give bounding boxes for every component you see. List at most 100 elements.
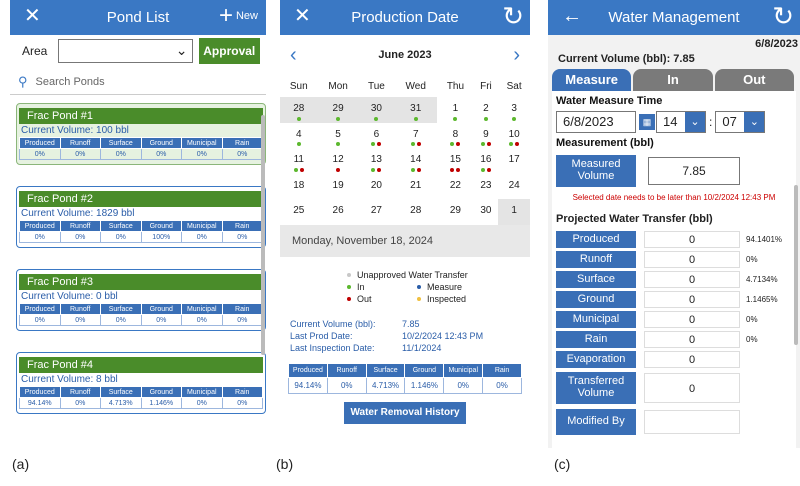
calendar-day[interactable]: 14 — [394, 148, 437, 174]
pond-source-table: Produced Runoff Surface Ground Municipal Rain… — [19, 220, 263, 243]
calendar-day[interactable]: 28 — [280, 97, 318, 123]
calendar-day[interactable]: 2 — [474, 97, 499, 123]
close-icon[interactable]: ✕ — [294, 5, 311, 27]
calendar-day[interactable]: 9 — [474, 123, 499, 149]
scrollbar[interactable] — [794, 185, 798, 345]
scrollbar[interactable] — [261, 115, 265, 355]
calendar-day[interactable]: 28 — [394, 199, 437, 225]
source-button-runoff[interactable]: Runoff — [556, 250, 636, 268]
source-button-surface[interactable]: Surface — [556, 270, 636, 288]
search-icon: ⚲ — [18, 73, 28, 89]
pond-card[interactable]: Frac Pond #4 Current Volume: 8 bbl Produce… — [16, 352, 266, 414]
close-icon[interactable]: ✕ — [24, 5, 41, 27]
calendar-day[interactable]: 29 — [437, 199, 473, 225]
new-button[interactable]: + New — [219, 4, 258, 28]
legend-label: In — [357, 281, 365, 292]
calendar-day[interactable]: 26 — [318, 199, 359, 225]
tab-out[interactable]: Out — [714, 69, 794, 91]
pond-name: Frac Pond #2 — [19, 191, 263, 207]
source-value-input[interactable]: 0 — [644, 250, 740, 268]
calendar-day[interactable]: 24 — [498, 174, 530, 200]
search-input[interactable]: Search Ponds — [35, 75, 105, 88]
source-value-input[interactable]: 0 — [644, 330, 740, 348]
source-button-evaporation[interactable]: Evaporation — [556, 350, 636, 368]
volume-unit: bbl — [104, 374, 118, 385]
source-button-municipal[interactable]: Municipal — [556, 310, 636, 328]
calendar-day[interactable]: 30 — [358, 97, 395, 123]
calendar-day[interactable]: 31 — [394, 97, 438, 123]
calendar-day[interactable]: 8 — [437, 123, 473, 149]
calendar-day[interactable]: 30 — [474, 199, 499, 225]
pond-card[interactable]: Frac Pond #1 Current Volume: 100 bbl Produ… — [16, 103, 266, 165]
status-dot — [413, 116, 418, 121]
table-cell: 0% — [181, 314, 223, 326]
calendar-day[interactable]: 10 — [498, 123, 530, 149]
tab-measure[interactable]: Measure — [552, 69, 632, 91]
source-value-input[interactable]: 0 — [644, 350, 740, 368]
prev-month-icon[interactable]: ‹ — [290, 43, 297, 66]
volume-label: Current Volume: — [21, 208, 97, 219]
header-date: 6/8/2023 — [755, 38, 798, 50]
calendar-day[interactable]: 25 — [280, 199, 318, 225]
source-value-input[interactable]: 0 — [644, 270, 740, 288]
source-value-input[interactable]: 0 — [644, 230, 740, 248]
transferred-volume-input[interactable]: 0 — [644, 373, 740, 403]
measured-volume-input[interactable]: 7.85 — [648, 157, 740, 185]
calendar-day[interactable]: 1 — [498, 199, 530, 225]
pond-card[interactable]: Frac Pond #2 Current Volume: 1829 bbl Prod… — [16, 186, 266, 248]
source-button-ground[interactable]: Ground — [556, 290, 636, 308]
date-picker[interactable]: 6/8/2023 ▦ — [556, 111, 655, 133]
calendar-day[interactable]: 5 — [318, 123, 359, 149]
status-dot — [483, 116, 488, 121]
pond-card[interactable]: Frac Pond #3 Current Volume: 0 bbl Produce… — [16, 269, 266, 331]
transferred-volume-button[interactable]: Transferred Volume — [556, 372, 636, 404]
calendar-day[interactable]: 18 — [280, 174, 318, 200]
modified-by-input[interactable] — [644, 410, 740, 434]
back-arrow-icon[interactable]: ← — [562, 5, 582, 27]
calendar-day[interactable]: 22 — [437, 174, 473, 200]
calendar-day[interactable]: 29 — [317, 97, 359, 123]
projected-row: Evaporation 0 — [556, 349, 792, 369]
day-dots — [318, 142, 359, 146]
calendar-day[interactable]: 20 — [359, 174, 395, 200]
refresh-icon[interactable]: ↻ — [772, 1, 794, 31]
calendar-day[interactable]: 1 — [437, 97, 473, 123]
approval-button[interactable]: Approval — [198, 38, 260, 64]
source-value-input[interactable]: 0 — [644, 310, 740, 328]
calendar-day[interactable]: 13 — [359, 148, 395, 174]
calendar-day[interactable]: 19 — [318, 174, 359, 200]
calendar-day[interactable]: 17 — [498, 148, 530, 174]
calendar-day[interactable]: 3 — [498, 97, 530, 123]
search-bar[interactable]: ⚲ Search Ponds — [10, 69, 266, 95]
water-removal-history-button[interactable]: Water Removal History — [344, 401, 466, 424]
calendar-icon[interactable]: ▦ — [639, 114, 655, 130]
source-button-rain[interactable]: Rain — [556, 330, 636, 348]
calendar-day[interactable]: 11 — [280, 148, 318, 174]
status-dot — [456, 142, 461, 146]
calendar-day[interactable]: 6 — [359, 123, 395, 149]
hour-dropdown[interactable]: 14 ⌄ — [656, 111, 706, 133]
calendar-day[interactable]: 16 — [474, 148, 499, 174]
calendar-day[interactable]: 15 — [437, 148, 473, 174]
tab-in[interactable]: In — [633, 69, 713, 91]
calendar-day[interactable]: 21 — [394, 174, 437, 200]
source-button-produced[interactable]: Produced — [556, 230, 636, 248]
minute-dropdown[interactable]: 07 ⌄ — [715, 111, 766, 133]
day-number: 22 — [449, 179, 461, 191]
modified-by-button[interactable]: Modified By — [556, 409, 636, 435]
calendar-day[interactable]: 12 — [318, 148, 359, 174]
measure-time-row: 6/8/2023 ▦ 14 ⌄ : 07 ⌄ — [556, 109, 792, 135]
day-number: 2 — [483, 103, 489, 114]
area-dropdown[interactable]: ⌄ — [57, 39, 193, 63]
calendar-day[interactable]: 7 — [394, 123, 437, 149]
calendar-day[interactable]: 4 — [280, 123, 318, 149]
calendar-day[interactable]: 23 — [474, 174, 499, 200]
source-value-input[interactable]: 0 — [644, 290, 740, 308]
measured-volume-button[interactable]: Measured Volume — [556, 155, 636, 187]
day-number: 19 — [332, 179, 344, 191]
table-cell: 0% — [140, 148, 182, 160]
refresh-icon[interactable]: ↻ — [502, 1, 524, 31]
volume-unit: bbl — [104, 291, 118, 302]
calendar-day[interactable]: 27 — [359, 199, 395, 225]
next-month-icon[interactable]: › — [513, 43, 520, 66]
